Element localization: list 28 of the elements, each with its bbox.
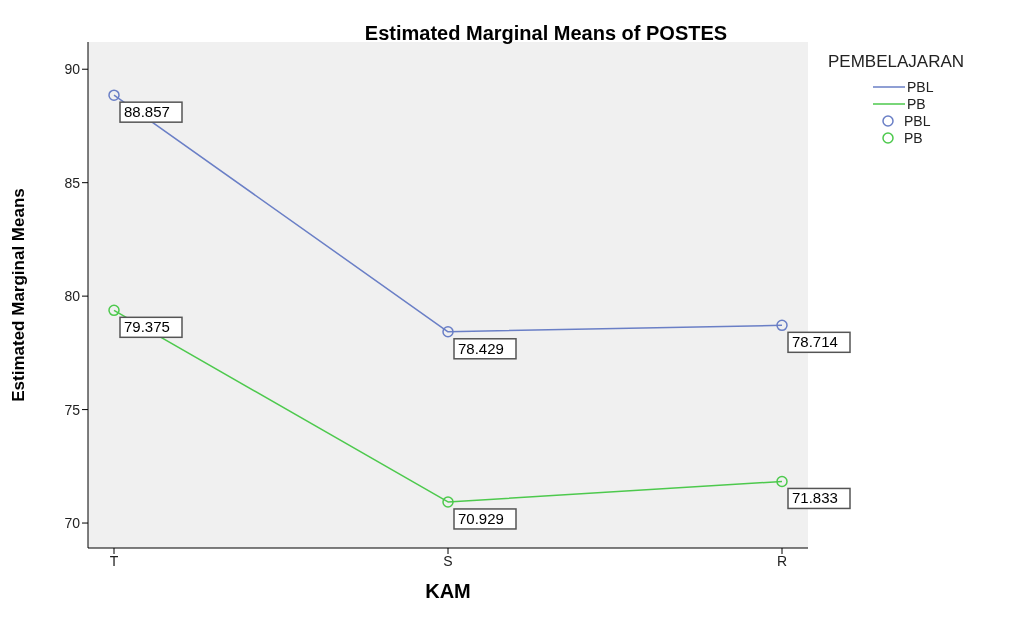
text: PB <box>907 95 926 112</box>
data-label: 78.429 <box>458 339 504 357</box>
point <box>108 304 120 317</box>
x-axis-title: KAM <box>425 580 471 602</box>
point <box>442 326 454 338</box>
x-tick-label: R <box>776 552 788 569</box>
x-tick-label: S <box>443 552 453 569</box>
data-label: 70.929 <box>458 509 504 527</box>
legend-title: PEMBELAJARAN <box>828 52 966 72</box>
x-tick-label: T <box>109 552 119 569</box>
y-tick-label: 80 <box>64 288 81 305</box>
chart-title: Estimated Marginal Means of POSTES <box>364 22 728 44</box>
y-tick-label: 75 <box>64 401 81 418</box>
legend-label: PB <box>904 129 923 146</box>
data-label: 71.833 <box>792 489 838 507</box>
point <box>108 89 120 101</box>
data-label: 79.375 <box>124 318 170 336</box>
y-tick-label: 85 <box>64 174 81 191</box>
y-tick-label: 70 <box>64 515 81 532</box>
data-label: 88.857 <box>124 103 170 121</box>
point <box>442 496 454 508</box>
legend-label: PBL <box>904 112 931 129</box>
point <box>776 319 788 332</box>
text: PBL <box>907 78 934 95</box>
point <box>776 475 788 488</box>
y-tick-label: 90 <box>64 61 81 78</box>
data-label: 78.714 <box>792 333 838 351</box>
y-axis-title: Estimated Marginal Means <box>9 188 29 402</box>
